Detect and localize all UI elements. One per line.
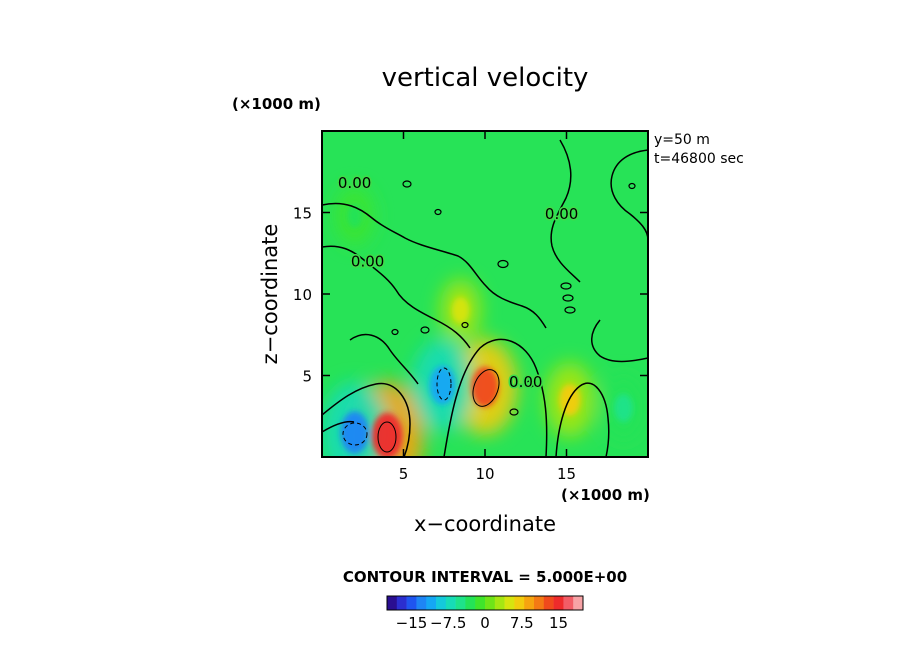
colorbar-tick-label-2: −7.5 — [430, 614, 466, 632]
info-time: t=46800 sec — [654, 151, 744, 167]
colorbar-swatch-10 — [475, 596, 486, 610]
colorbar-swatch-20 — [573, 596, 584, 610]
colorbar-swatch-5 — [426, 596, 437, 610]
positive-contour-center — [472, 369, 500, 407]
colorbar-swatch-9 — [465, 596, 476, 610]
field-positive-core-4 — [451, 297, 470, 324]
colorbar-tick-label-4: 7.5 — [510, 614, 534, 632]
colorbar-swatch-2 — [396, 596, 407, 610]
zero-contour-lower-left — [322, 333, 419, 457]
colorbar-swatch-13 — [504, 596, 515, 610]
contour-label-4: 0.00 — [509, 373, 542, 391]
chart-title: vertical velocity — [382, 63, 589, 93]
colorbar-frame — [386, 595, 584, 611]
y-tick-label-3: 15 — [293, 205, 312, 223]
x-axis-label: x−coordinate — [414, 512, 556, 536]
colorbar-swatch-18 — [553, 596, 564, 610]
colorbar-tick-label-1: −15 — [396, 614, 428, 632]
info-y-position: y=50 m — [654, 132, 710, 148]
field-negative-core-7 — [614, 394, 633, 423]
contour-interval-text: CONTOUR INTERVAL = 5.000E+00 — [343, 568, 627, 586]
contour-islands — [391, 180, 636, 416]
zero-contour-upper — [322, 202, 547, 349]
colorbar: −15 −7.5 0 7.5 15 — [386, 595, 584, 632]
y-tick-label-1: 5 — [302, 368, 312, 386]
colorbar-swatch-1 — [387, 596, 398, 610]
contour-label-2: 0.00 — [351, 252, 384, 270]
x-tick-label-2: 10 — [475, 465, 494, 483]
z-axis-unit: (×1000 m) — [232, 95, 321, 113]
negative-contour-left — [342, 422, 368, 446]
field-positive-core-2 — [471, 366, 499, 408]
colorbar-swatch-16 — [534, 596, 545, 610]
zero-contour-right-lobe — [555, 382, 610, 457]
negative-contour-center — [436, 367, 452, 401]
colorbar-swatch-14 — [514, 596, 525, 610]
colorbar-swatch-8 — [455, 596, 466, 610]
y-tick-label-2: 10 — [293, 286, 312, 304]
x-axis-unit: (×1000 m) — [561, 486, 650, 504]
field-negative-core-5 — [340, 411, 369, 454]
x-tick-label-3: 15 — [557, 465, 576, 483]
colorbar-swatch-3 — [406, 596, 417, 610]
zero-contour-center-lobe — [443, 338, 548, 457]
zero-contour-right — [550, 139, 648, 363]
colorbar-swatch-15 — [524, 596, 535, 610]
contour-lines — [322, 139, 648, 457]
colorbar-swatch-11 — [485, 596, 496, 610]
colorbar-swatch-4 — [416, 596, 427, 610]
colorbar-swatch-7 — [445, 596, 456, 610]
colorbar-tick-label-3: 0 — [480, 614, 490, 632]
positive-contour-left — [377, 421, 397, 453]
y-axis-label: z−coordinate — [258, 224, 282, 365]
colorbar-tick-label-5: 15 — [549, 614, 568, 632]
colorbar-swatch-17 — [543, 596, 554, 610]
field-negative-core-6 — [429, 365, 456, 405]
contour-label-1: 0.00 — [338, 174, 371, 192]
colorbar-swatch-12 — [494, 596, 505, 610]
colorbar-swatch-6 — [436, 596, 447, 610]
contour-label-3: 0.00 — [545, 205, 578, 223]
colorbar-swatch-19 — [563, 596, 574, 610]
x-tick-label-1: 5 — [399, 465, 409, 483]
